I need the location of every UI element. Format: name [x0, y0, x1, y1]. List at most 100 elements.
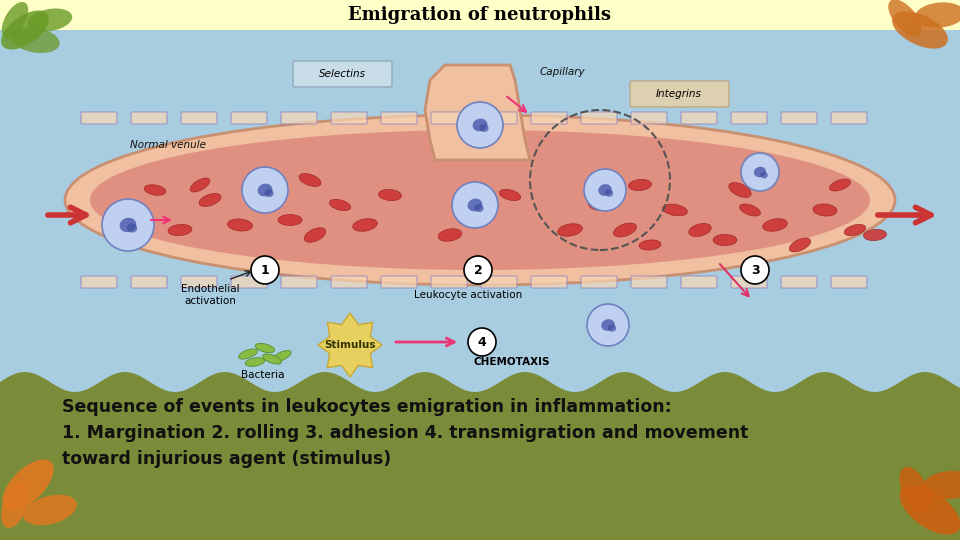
- Circle shape: [584, 169, 626, 211]
- FancyBboxPatch shape: [131, 276, 167, 288]
- Ellipse shape: [1, 482, 29, 528]
- Ellipse shape: [739, 204, 760, 216]
- Ellipse shape: [844, 225, 866, 235]
- Text: 3: 3: [751, 264, 759, 276]
- Ellipse shape: [190, 178, 210, 192]
- Bar: [0, 30, 960, 390]
- FancyBboxPatch shape: [381, 112, 417, 124]
- FancyBboxPatch shape: [831, 276, 867, 288]
- Polygon shape: [318, 313, 382, 377]
- Ellipse shape: [888, 0, 922, 37]
- Ellipse shape: [474, 204, 484, 212]
- Ellipse shape: [127, 224, 137, 233]
- FancyBboxPatch shape: [231, 276, 267, 288]
- Polygon shape: [0, 372, 960, 540]
- FancyBboxPatch shape: [531, 112, 567, 124]
- Text: 4: 4: [478, 335, 487, 348]
- FancyBboxPatch shape: [631, 276, 667, 288]
- Text: CHEMOTAXIS: CHEMOTAXIS: [473, 357, 550, 367]
- Ellipse shape: [117, 213, 143, 227]
- Text: Integrins: Integrins: [656, 89, 702, 99]
- Ellipse shape: [28, 9, 72, 31]
- FancyBboxPatch shape: [131, 112, 167, 124]
- Ellipse shape: [472, 119, 488, 131]
- FancyBboxPatch shape: [81, 112, 117, 124]
- Ellipse shape: [65, 115, 895, 285]
- Ellipse shape: [120, 218, 136, 232]
- FancyBboxPatch shape: [431, 112, 467, 124]
- Ellipse shape: [228, 219, 252, 231]
- Ellipse shape: [144, 185, 166, 195]
- FancyBboxPatch shape: [481, 276, 517, 288]
- FancyBboxPatch shape: [181, 276, 217, 288]
- Ellipse shape: [754, 167, 766, 177]
- Ellipse shape: [829, 179, 851, 191]
- FancyBboxPatch shape: [831, 112, 867, 124]
- Ellipse shape: [238, 349, 257, 359]
- Text: Capillary: Capillary: [540, 67, 586, 77]
- Ellipse shape: [2, 460, 54, 511]
- Ellipse shape: [245, 357, 265, 366]
- FancyBboxPatch shape: [630, 81, 729, 107]
- Ellipse shape: [923, 471, 960, 499]
- Ellipse shape: [613, 223, 636, 237]
- FancyBboxPatch shape: [231, 112, 267, 124]
- FancyBboxPatch shape: [681, 276, 717, 288]
- Text: Selectins: Selectins: [319, 69, 366, 79]
- Ellipse shape: [762, 219, 787, 231]
- Ellipse shape: [273, 350, 291, 362]
- Text: 1: 1: [260, 264, 270, 276]
- Ellipse shape: [639, 240, 661, 250]
- Ellipse shape: [900, 485, 960, 535]
- Ellipse shape: [900, 467, 930, 513]
- Ellipse shape: [608, 325, 616, 332]
- FancyBboxPatch shape: [481, 112, 517, 124]
- Ellipse shape: [499, 190, 520, 200]
- Ellipse shape: [278, 214, 302, 226]
- Ellipse shape: [601, 319, 614, 331]
- FancyBboxPatch shape: [731, 276, 767, 288]
- Ellipse shape: [1, 10, 49, 50]
- Text: Emigration of neutrophils: Emigration of neutrophils: [348, 6, 612, 24]
- Ellipse shape: [729, 183, 751, 198]
- FancyBboxPatch shape: [581, 276, 617, 288]
- Ellipse shape: [760, 172, 768, 178]
- Ellipse shape: [23, 495, 77, 525]
- Circle shape: [741, 256, 769, 284]
- Ellipse shape: [588, 199, 612, 211]
- Ellipse shape: [304, 228, 325, 242]
- Text: Normal venule: Normal venule: [130, 140, 206, 150]
- FancyBboxPatch shape: [781, 276, 817, 288]
- Text: Bacteria: Bacteria: [241, 370, 285, 380]
- Ellipse shape: [11, 27, 60, 53]
- Ellipse shape: [915, 2, 960, 28]
- Ellipse shape: [438, 229, 462, 241]
- FancyBboxPatch shape: [381, 276, 417, 288]
- Ellipse shape: [264, 189, 274, 197]
- Text: Endothelial
activation: Endothelial activation: [180, 284, 239, 306]
- Ellipse shape: [254, 190, 276, 200]
- Ellipse shape: [299, 173, 321, 186]
- Circle shape: [464, 256, 492, 284]
- FancyBboxPatch shape: [631, 112, 667, 124]
- Ellipse shape: [90, 130, 870, 270]
- Ellipse shape: [2, 2, 28, 38]
- Ellipse shape: [255, 343, 275, 353]
- FancyBboxPatch shape: [281, 276, 317, 288]
- Ellipse shape: [629, 179, 652, 191]
- Circle shape: [468, 328, 496, 356]
- FancyBboxPatch shape: [293, 61, 392, 87]
- Text: Leukocyte activation: Leukocyte activation: [414, 290, 522, 300]
- Ellipse shape: [378, 190, 401, 200]
- FancyBboxPatch shape: [731, 112, 767, 124]
- FancyBboxPatch shape: [531, 276, 567, 288]
- Text: Stimulus: Stimulus: [324, 340, 375, 350]
- FancyBboxPatch shape: [331, 276, 367, 288]
- Text: toward injurious agent (stimulus): toward injurious agent (stimulus): [62, 450, 392, 468]
- Circle shape: [242, 167, 288, 213]
- Circle shape: [457, 102, 503, 148]
- Circle shape: [251, 256, 279, 284]
- Ellipse shape: [605, 190, 613, 197]
- Ellipse shape: [892, 11, 948, 49]
- Ellipse shape: [168, 225, 192, 235]
